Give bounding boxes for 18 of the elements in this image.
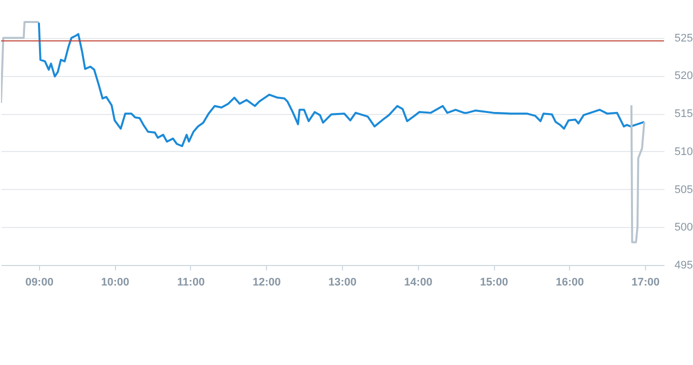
y-tick-label: 495 [674, 260, 693, 272]
x-tick-label: 10:00 [101, 276, 130, 288]
y-tick-label: 510 [674, 146, 693, 158]
y-tick-label: 520 [674, 70, 693, 82]
x-tick-label: 14:00 [404, 276, 432, 288]
x-tick-label: 13:00 [328, 276, 357, 288]
x-tick-label: 15:00 [480, 276, 508, 288]
line-series [630, 104, 646, 244]
y-tick-label: 500 [674, 222, 693, 234]
x-tick-label: 17:00 [631, 276, 660, 288]
x-tick-label: 11:00 [177, 276, 205, 288]
x-tick-label: 09:00 [25, 276, 54, 288]
y-tick-label: 525 [674, 32, 693, 44]
x-tick-label: 12:00 [252, 276, 281, 288]
y-tick-label: 515 [674, 108, 693, 120]
y-tick-label: 505 [674, 184, 693, 196]
x-tick-label: 16:00 [556, 276, 584, 288]
line-series [38, 22, 646, 148]
